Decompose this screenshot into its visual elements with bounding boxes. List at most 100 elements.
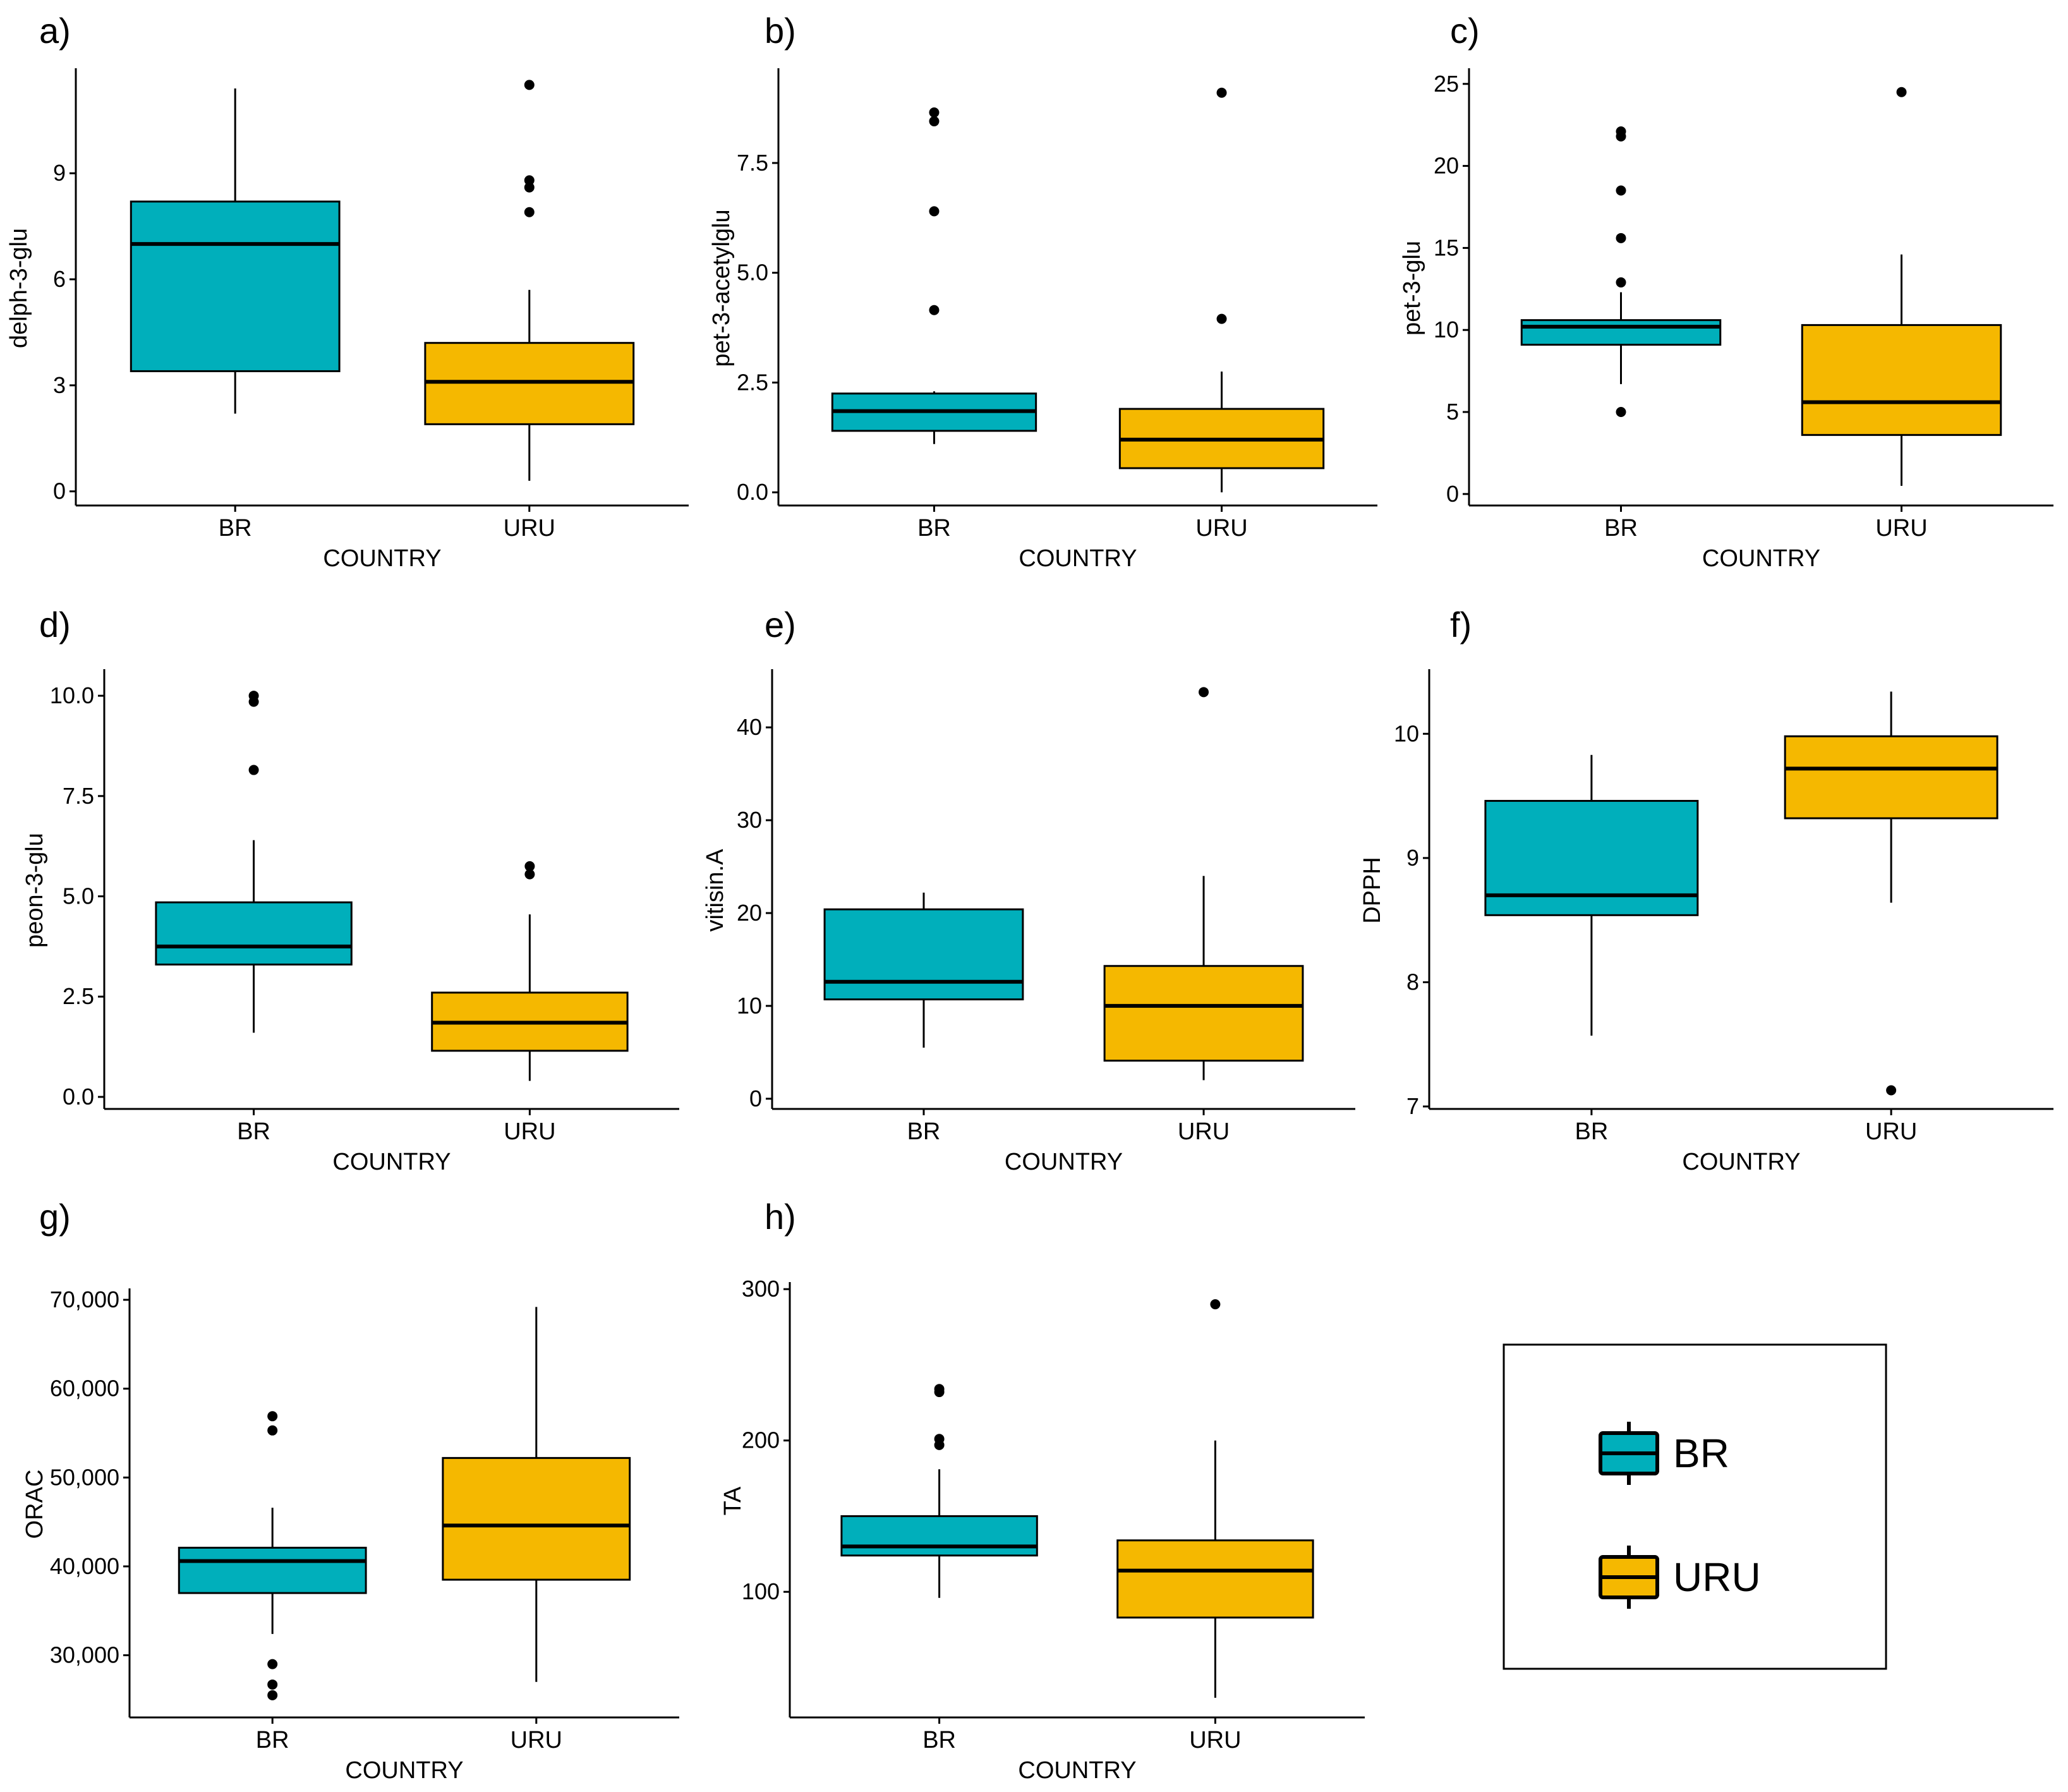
- y-tick-label: 60,000: [50, 1376, 119, 1402]
- outlier-point: [929, 206, 940, 217]
- y-tick-label: 6: [53, 266, 66, 292]
- y-tick-label: 25: [1434, 71, 1459, 97]
- panel-letter: e): [765, 605, 796, 645]
- outlier-point: [524, 861, 535, 871]
- box-br: [130, 88, 341, 414]
- outlier-point: [929, 116, 940, 126]
- x-axis-title: COUNTRY: [1702, 545, 1820, 572]
- y-axis-title: DPPH: [1359, 857, 1386, 924]
- panel-letter: f): [1450, 605, 1472, 645]
- outlier-point: [1896, 87, 1907, 97]
- box-uru: [1784, 691, 1998, 1096]
- x-axis-title: COUNTRY: [345, 1757, 463, 1784]
- y-tick-label: 8: [1406, 969, 1419, 995]
- outlier-point: [267, 1690, 278, 1700]
- box-br: [823, 892, 1024, 1048]
- box-body: [1784, 735, 1998, 820]
- box-uru: [431, 861, 629, 1081]
- y-tick-label: 30,000: [50, 1642, 119, 1668]
- y-axis-title: ORAC: [21, 1470, 48, 1539]
- y-tick-label: 40: [737, 714, 762, 740]
- panel-letter: d): [39, 605, 71, 645]
- legend-label: BR: [1673, 1431, 1729, 1476]
- x-tick-label: URU: [511, 1727, 562, 1753]
- outlier-point: [267, 1425, 278, 1436]
- y-tick-label: 40,000: [50, 1553, 119, 1579]
- box-uru: [424, 80, 635, 481]
- box-br: [1520, 126, 1722, 418]
- outlier-point: [934, 1384, 945, 1395]
- x-tick-label: URU: [1195, 515, 1247, 542]
- outlier-point: [929, 305, 940, 315]
- y-tick-label: 5: [1446, 399, 1459, 425]
- outlier-point: [1199, 687, 1209, 698]
- outlier-point: [248, 765, 259, 775]
- x-tick-label: BR: [1604, 515, 1638, 542]
- outlier-point: [1216, 313, 1227, 324]
- y-axis-title: pet-3-glu: [1399, 241, 1425, 336]
- y-tick-label: 0: [1446, 481, 1459, 507]
- y-axis-title: delph-3-glu: [6, 228, 32, 348]
- x-tick-label: BR: [922, 1727, 956, 1753]
- box-body: [178, 1546, 367, 1594]
- y-tick-label: 200: [742, 1427, 780, 1453]
- panel-g: g) 30,000 40,000 50,000 60,000 70,000 ORAC BR UR…: [21, 1197, 679, 1784]
- x-axis-title: COUNTRY: [1005, 1149, 1123, 1175]
- panel-letter: h): [765, 1197, 796, 1237]
- panel-e: e) 0 10 20 30 40 vitisin.A BR URU COUNTRY: [702, 605, 1355, 1175]
- y-tick-label: 0: [749, 1086, 762, 1111]
- y-tick-label: 10.0: [50, 682, 94, 708]
- outlier-point: [524, 80, 535, 90]
- x-tick-label: BR: [237, 1118, 270, 1145]
- x-tick-label: BR: [256, 1727, 289, 1753]
- y-tick-label: 0.0: [737, 479, 768, 505]
- box-br: [155, 691, 353, 1033]
- y-tick-label: 0.0: [63, 1084, 94, 1110]
- box-body: [1520, 319, 1722, 346]
- legend-frame: [1503, 1343, 1887, 1670]
- x-tick-label: URU: [1875, 515, 1927, 542]
- outlier-point: [1616, 233, 1626, 243]
- box-br: [831, 107, 1037, 444]
- x-axis-title: COUNTRY: [323, 545, 441, 572]
- panel-h: h) 100 200 300 TA BR URU COUNTRY: [720, 1197, 1365, 1784]
- box-uru: [1801, 87, 2002, 486]
- outlier-point: [267, 1679, 278, 1690]
- y-tick-label: 300: [742, 1276, 780, 1302]
- x-axis-title: COUNTRY: [1019, 545, 1137, 572]
- x-axis-title: COUNTRY: [1018, 1757, 1136, 1784]
- outlier-point: [1216, 87, 1227, 98]
- x-tick-label: URU: [504, 1118, 555, 1145]
- y-tick-label: 7.5: [63, 783, 94, 809]
- outlier-point: [1616, 126, 1626, 137]
- y-tick-label: 7.5: [737, 150, 768, 176]
- panel-b: b) 0.0 2.5 5.0 7.5 pet-3-acetylglu BR URU COUNTR…: [708, 11, 1377, 572]
- x-tick-label: URU: [1189, 1727, 1241, 1753]
- y-tick-label: 50,000: [50, 1464, 119, 1490]
- box-body: [1103, 965, 1304, 1062]
- y-tick-label: 70,000: [50, 1286, 119, 1312]
- x-tick-label: URU: [504, 515, 555, 542]
- box-body: [823, 908, 1024, 1001]
- box-body: [1801, 324, 2002, 436]
- outlier-point: [267, 1411, 278, 1422]
- x-tick-label: BR: [917, 515, 951, 542]
- y-axis-title: TA: [720, 1486, 746, 1515]
- x-tick-label: BR: [219, 515, 252, 542]
- x-tick-label: BR: [907, 1118, 941, 1145]
- legend: BR URU: [1503, 1343, 1887, 1670]
- outlier-point: [524, 175, 535, 186]
- x-axis-title: COUNTRY: [1682, 1149, 1800, 1175]
- panel-a: a) 0 3 6 9 delph-3-glu BR URU COUNTRY: [6, 11, 689, 572]
- y-axis-title: pet-3-acetylglu: [708, 209, 735, 366]
- outlier-point: [1886, 1085, 1897, 1096]
- outlier-point: [524, 869, 535, 880]
- outlier-point: [524, 207, 535, 217]
- box-uru: [1103, 687, 1304, 1081]
- y-tick-label: 100: [742, 1578, 780, 1604]
- x-tick-label: URU: [1865, 1118, 1917, 1145]
- y-tick-label: 10: [1394, 720, 1419, 746]
- box-br: [1484, 754, 1699, 1036]
